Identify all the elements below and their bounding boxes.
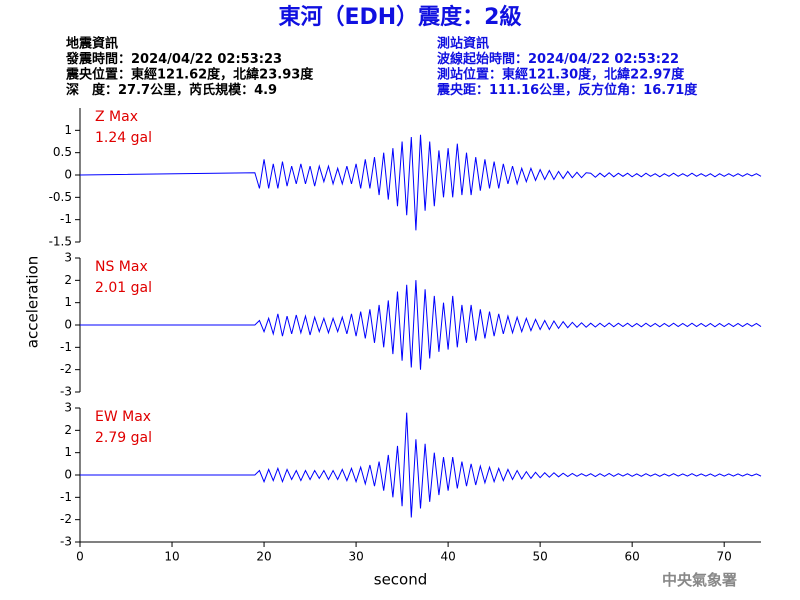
waveform: [79, 134, 762, 231]
y-tick-label: 0: [64, 468, 72, 482]
y-tick-label: 1: [64, 295, 72, 309]
x-tick-label: 40: [440, 550, 455, 564]
x-tick-label: 60: [625, 550, 640, 564]
y-tick-label: 2: [64, 423, 72, 437]
max-annotation: 1.24 gal: [95, 130, 152, 146]
y-tick-label: -1: [60, 490, 72, 504]
max-annotation: NS Max: [95, 259, 148, 275]
y-tick-label: 1: [64, 445, 72, 459]
page-title: 東河（EDH）震度：2級: [278, 4, 521, 30]
y-tick-label: -1: [60, 212, 72, 226]
event-info: 發震時間：2024/04/22 02:53:23: [65, 51, 282, 67]
max-annotation: 2.01 gal: [95, 280, 152, 296]
event-info: 震央位置：東經121.62度，北緯23.93度: [65, 67, 314, 83]
y-tick-label: 2: [64, 273, 72, 287]
x-tick-label: 50: [532, 550, 547, 564]
x-axis-label: second: [374, 571, 428, 589]
station-info: 震央距：111.16公里，反方位角：16.71度: [436, 82, 698, 98]
event-info: 地震資訊: [66, 36, 118, 52]
y-tick-label: -1.5: [49, 235, 72, 249]
y-tick-label: 0: [64, 318, 72, 332]
waveform: [80, 280, 762, 370]
y-axis-label: acceleration: [24, 256, 42, 348]
x-tick-label: 20: [256, 550, 271, 564]
y-tick-label: -3: [60, 535, 72, 549]
y-tick-label: -2: [60, 512, 72, 526]
y-tick-label: 3: [64, 401, 72, 415]
y-tick-label: -0.5: [49, 190, 72, 204]
x-tick-label: 0: [76, 550, 84, 564]
station-info: 波線起始時間：2024/04/22 02:53:22: [437, 51, 679, 67]
station-info: 測站位置：東經121.30度，北緯22.97度: [437, 67, 685, 83]
y-tick-label: 0.5: [53, 145, 72, 159]
y-tick-label: 1: [64, 123, 72, 137]
max-annotation: Z Max: [95, 109, 138, 125]
max-annotation: 2.79 gal: [95, 430, 152, 446]
max-annotation: EW Max: [95, 409, 151, 425]
y-tick-label: -3: [60, 385, 72, 399]
y-tick-label: 0: [64, 168, 72, 182]
waveform: [80, 412, 762, 518]
y-tick-label: 3: [64, 251, 72, 265]
watermark: 中央氣象署: [662, 571, 737, 589]
x-tick-label: 10: [164, 550, 179, 564]
y-tick-label: -1: [60, 340, 72, 354]
station-info: 測站資訊: [437, 36, 489, 52]
event-info: 深 度：27.7公里，芮氏規模：4.9: [66, 82, 277, 98]
y-tick-label: -2: [60, 362, 72, 376]
x-tick-label: 30: [348, 550, 363, 564]
x-tick-label: 70: [717, 550, 732, 564]
